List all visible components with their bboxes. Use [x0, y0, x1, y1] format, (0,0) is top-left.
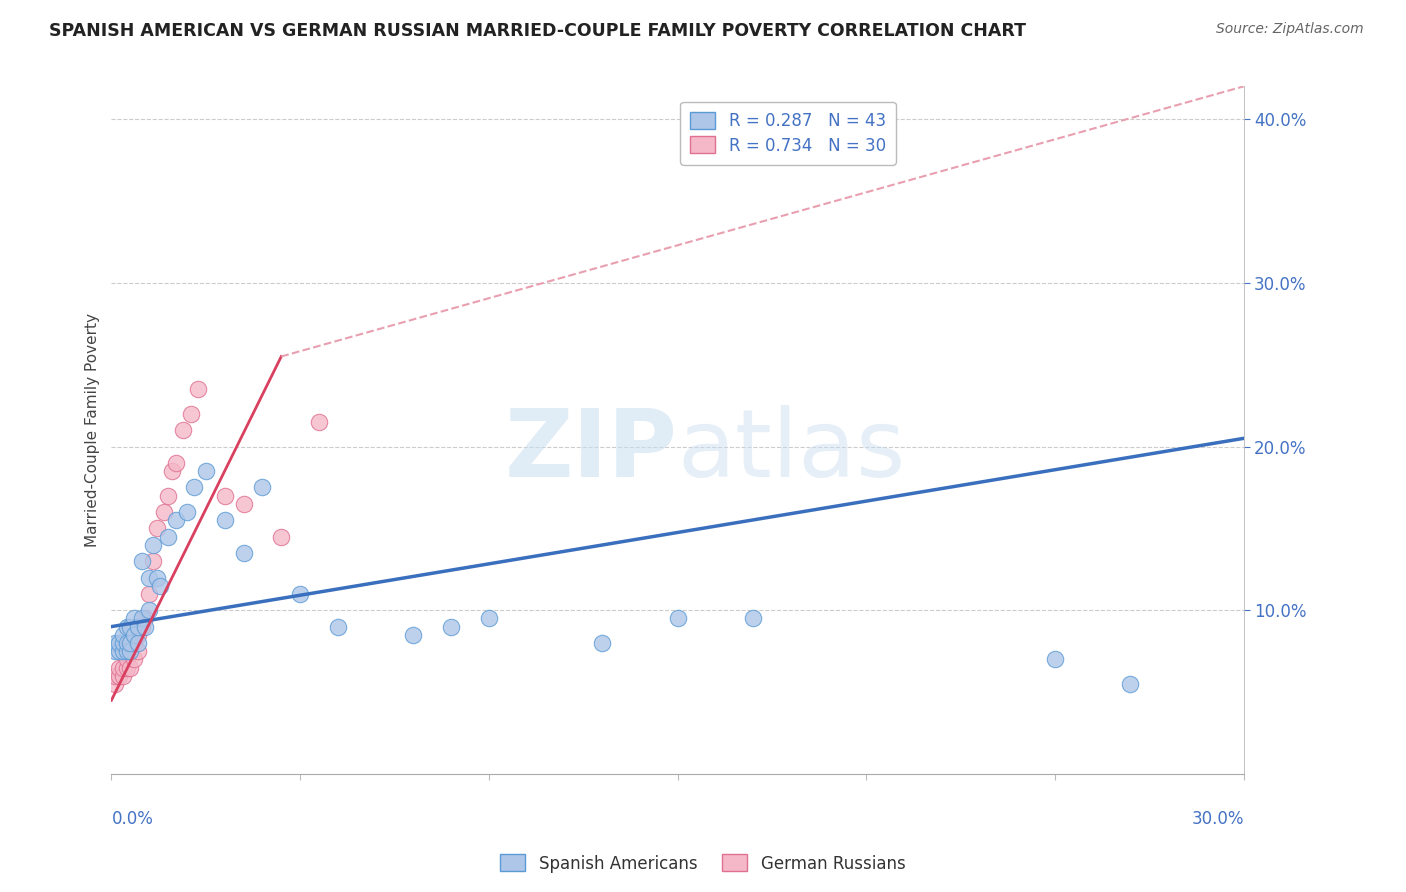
Point [104, 636, 127, 650]
Point [1119, 677, 1142, 691]
Point [142, 538, 165, 552]
Point [131, 619, 153, 633]
Point [402, 628, 425, 642]
Point [127, 628, 149, 642]
Point [134, 619, 156, 633]
Point [108, 669, 131, 683]
Point [176, 505, 198, 519]
Point [120, 619, 142, 633]
Point [127, 644, 149, 658]
Point [115, 636, 138, 650]
Point [104, 644, 127, 658]
Point [115, 644, 138, 658]
Y-axis label: Married-Couple Family Poverty: Married-Couple Family Poverty [86, 313, 100, 547]
Point [111, 669, 134, 683]
Point [160, 464, 183, 478]
Point [232, 546, 254, 560]
Point [187, 382, 209, 396]
Point [127, 636, 149, 650]
Point [131, 611, 153, 625]
Point [145, 570, 167, 584]
Point [288, 587, 311, 601]
Point [742, 611, 765, 625]
Point [104, 677, 127, 691]
Text: 0.0%: 0.0% [111, 810, 153, 828]
Text: SPANISH AMERICAN VS GERMAN RUSSIAN MARRIED-COUPLE FAMILY POVERTY CORRELATION CHA: SPANISH AMERICAN VS GERMAN RUSSIAN MARRI… [49, 22, 1026, 40]
Point [252, 480, 274, 494]
Point [120, 644, 142, 658]
Point [122, 628, 145, 642]
Point [108, 644, 131, 658]
Point [145, 521, 167, 535]
Point [308, 415, 330, 429]
Point [131, 554, 153, 568]
Point [194, 464, 217, 478]
Point [478, 611, 501, 625]
Point [108, 660, 131, 674]
Point [270, 530, 292, 544]
Point [138, 570, 160, 584]
Point [111, 644, 134, 658]
Point [134, 611, 156, 625]
Point [115, 652, 138, 666]
Point [115, 660, 138, 674]
Text: atlas: atlas [678, 405, 905, 497]
Point [120, 644, 142, 658]
Point [165, 456, 187, 470]
Point [115, 619, 138, 633]
Point [120, 636, 142, 650]
Point [183, 480, 205, 494]
Point [232, 497, 254, 511]
Point [142, 554, 165, 568]
Point [214, 489, 236, 503]
Point [591, 636, 613, 650]
Point [165, 513, 187, 527]
Point [127, 619, 149, 633]
Point [138, 603, 160, 617]
Point [214, 513, 236, 527]
Point [120, 660, 142, 674]
Point [172, 423, 194, 437]
Text: Source: ZipAtlas.com: Source: ZipAtlas.com [1216, 22, 1364, 37]
Point [104, 669, 127, 683]
Point [180, 407, 202, 421]
Point [122, 611, 145, 625]
Point [666, 611, 689, 625]
Point [122, 636, 145, 650]
Text: 30.0%: 30.0% [1191, 810, 1244, 828]
Point [108, 636, 131, 650]
Point [111, 660, 134, 674]
Point [157, 530, 180, 544]
Legend: R = 0.287   N = 43, R = 0.734   N = 30: R = 0.287 N = 43, R = 0.734 N = 30 [681, 102, 896, 164]
Point [138, 587, 160, 601]
Point [122, 652, 145, 666]
Point [440, 619, 463, 633]
Legend: Spanish Americans, German Russians: Spanish Americans, German Russians [494, 847, 912, 880]
Point [153, 505, 176, 519]
Point [149, 579, 172, 593]
Point [1043, 652, 1066, 666]
Point [111, 628, 134, 642]
Point [157, 489, 180, 503]
Point [326, 619, 349, 633]
Point [111, 636, 134, 650]
Text: ZIP: ZIP [505, 405, 678, 497]
